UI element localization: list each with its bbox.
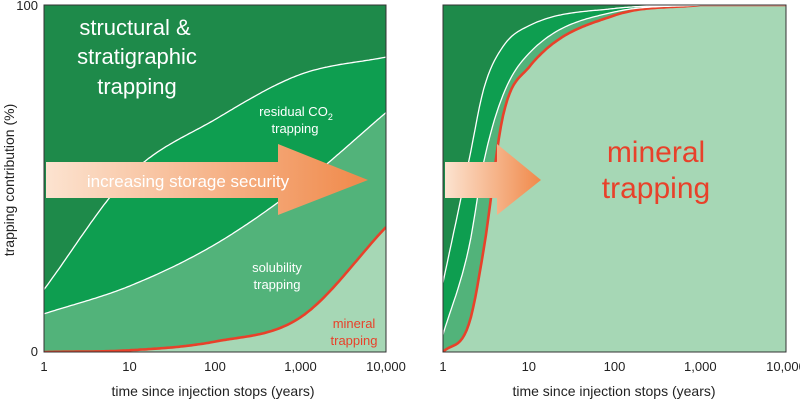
right-panel: mineral trapping 1 10 100 1,000 10,000 time … — [439, 4, 800, 399]
right-x-axis-title: time since injection stops (years) — [512, 383, 715, 399]
structural-label-line-1: structural & — [79, 15, 191, 40]
left-structural-area — [44, 5, 386, 290]
residual-label-text: residual CO — [259, 104, 328, 119]
right-x-tick-label: 10 — [522, 359, 536, 374]
right-mineral-label-line-2: trapping — [602, 172, 710, 205]
left-x-axis-title: time since injection stops (years) — [111, 383, 314, 399]
right-x-tick-label: 1,000 — [684, 359, 717, 374]
right-frame — [442, 4, 787, 353]
storage-security-arrow-label: increasing storage security — [87, 172, 290, 191]
left-mineral-label-line-2: trapping — [331, 333, 378, 348]
right-boundaries — [443, 5, 786, 352]
structural-label-line-2: stratigraphic — [77, 44, 197, 69]
left-x-tick-label: 10,000 — [366, 359, 406, 374]
left-frame — [43, 4, 387, 353]
y-tick-label-0: 0 — [31, 344, 38, 359]
left-x-tick-label: 1,000 — [284, 359, 317, 374]
residual-label-line-1: residual CO2 — [259, 104, 333, 122]
y-tick-label-100: 100 — [16, 0, 38, 13]
right-residual-boundary-line — [443, 5, 786, 283]
right-structural-area — [443, 5, 786, 283]
storage-security-arrow — [46, 144, 368, 215]
left-panel: structural & stratigraphic trapping resi… — [1, 0, 406, 399]
left-solubility-boundary-line — [44, 112, 386, 315]
left-solubility-area — [44, 112, 386, 352]
right-solubility-boundary-line — [443, 5, 786, 335]
left-x-tick-label: 100 — [204, 359, 226, 374]
right-mineral-area — [443, 5, 786, 352]
left-x-tick-label: 1 — [40, 359, 47, 374]
right-storage-security-arrow — [445, 144, 541, 215]
structural-label-line-3: trapping — [97, 74, 177, 99]
left-mineral-label-line-1: mineral — [333, 316, 376, 331]
left-mineral-area — [44, 227, 386, 352]
solubility-label-line-2: trapping — [254, 277, 301, 292]
solubility-label-line-1: solubility — [252, 260, 302, 275]
left-mineral-boundary-line — [44, 226, 386, 352]
right-x-tick-label: 100 — [604, 359, 626, 374]
left-x-tick-labels: 1 10 100 1,000 10,000 — [40, 359, 406, 374]
left-residual-boundary-line — [44, 56, 386, 290]
right-plot-area — [443, 5, 786, 352]
left-boundaries — [44, 56, 386, 352]
left-x-tick-label: 10 — [122, 359, 136, 374]
residual-label-subscript: 2 — [328, 112, 333, 122]
residual-label-line-2: trapping — [272, 121, 319, 136]
right-mineral-label-line-1: mineral — [607, 136, 705, 169]
right-x-tick-label: 1 — [439, 359, 446, 374]
right-x-tick-labels: 1 10 100 1,000 10,000 — [439, 359, 800, 374]
right-mineral-boundary-line — [443, 5, 786, 352]
y-axis-title: trapping contribution (%) — [1, 104, 17, 257]
right-x-tick-label: 10,000 — [766, 359, 800, 374]
